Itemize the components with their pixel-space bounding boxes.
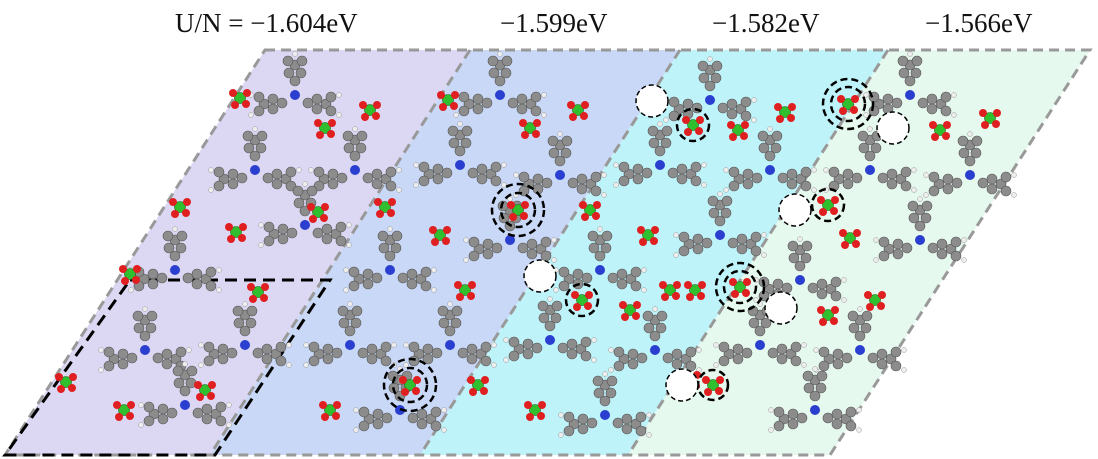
figure: U/N = −1.604eV −1.599eV −1.582eV −1.566e… <box>0 0 1098 459</box>
panel-label: −1.599eV <box>500 8 608 38</box>
page: {"panels": [ {"label": "U/N = −1.604eV"}… <box>0 0 1098 459</box>
panel-label: −1.582eV <box>712 8 820 38</box>
panel-label: U/N = −1.604eV <box>175 8 358 38</box>
panel-label: −1.566eV <box>925 8 1033 38</box>
